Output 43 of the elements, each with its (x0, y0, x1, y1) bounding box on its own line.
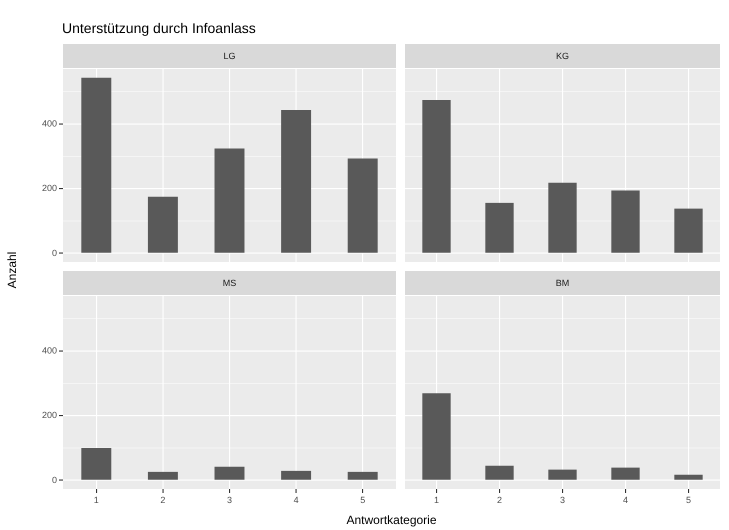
chart-subtitle: MS (63, 271, 396, 295)
bar (422, 393, 451, 480)
bar (81, 78, 112, 253)
bar (214, 466, 244, 480)
x-tick-label: 1 (434, 494, 440, 505)
y-axis-title: Anzahl (5, 252, 19, 288)
bar (485, 466, 514, 480)
chart-subtitle: KG (405, 44, 720, 68)
x-tick-label: 5 (686, 494, 692, 505)
x-tick-label: 3 (226, 494, 232, 505)
bar (611, 468, 640, 480)
chart-subtitle: BM (405, 271, 720, 295)
bar (81, 448, 112, 480)
bar (674, 208, 703, 253)
bar (611, 190, 640, 253)
y-tick-label: 0 (52, 248, 57, 258)
bar (214, 148, 244, 253)
x-tick-label: 3 (560, 494, 566, 505)
x-tick-label: 5 (360, 494, 366, 505)
y-tick-label: 400 (42, 118, 57, 128)
bar (548, 470, 577, 480)
y-tick-label: 200 (42, 410, 57, 420)
bar (485, 202, 514, 253)
bar (281, 110, 312, 253)
x-tick-label: 4 (622, 494, 628, 505)
x-tick-label: 1 (94, 494, 99, 505)
bar (674, 474, 703, 480)
chart-subtitle: LG (63, 44, 396, 68)
bar (348, 472, 378, 480)
x-axis-title: Antwortkategorie (345, 513, 438, 527)
y-tick-label: 0 (52, 474, 57, 485)
bar (281, 470, 312, 480)
x-tick-label: 2 (160, 494, 166, 505)
bar (348, 158, 378, 253)
y-tick-label: 400 (42, 345, 57, 356)
bar (548, 182, 577, 253)
x-tick-label: 2 (496, 494, 502, 505)
bar (148, 196, 178, 253)
bar (422, 100, 451, 253)
bar (148, 472, 178, 480)
y-tick-label: 200 (42, 183, 57, 194)
x-tick-label: 4 (294, 494, 299, 505)
chart-title: Unterstützung durch Infoanlass (62, 20, 256, 36)
